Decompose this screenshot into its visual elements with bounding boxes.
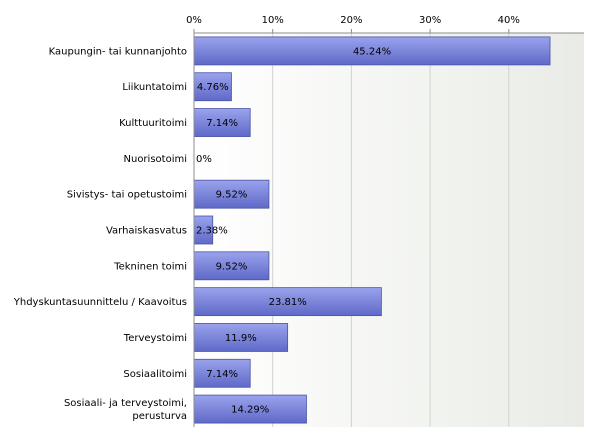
category-label: Tekninen toimi bbox=[113, 261, 187, 272]
value-label: 23.81% bbox=[269, 297, 307, 308]
value-label: 0% bbox=[196, 154, 212, 165]
category-label: Kulttuuritoimi bbox=[119, 118, 187, 129]
value-label: 2.38% bbox=[196, 226, 228, 237]
category-label: Varhaiskasvatus bbox=[106, 226, 187, 237]
bars bbox=[193, 36, 551, 424]
value-label: 9.52% bbox=[216, 190, 248, 201]
axes bbox=[193, 32, 584, 427]
bar bbox=[193, 287, 382, 317]
category-label: Yhdyskuntasuunnittelu / Kaavoitus bbox=[13, 297, 187, 308]
bar bbox=[193, 108, 251, 137]
category-label: Nuorisotoimi bbox=[124, 154, 188, 165]
value-label: 14.29% bbox=[231, 405, 269, 416]
tick-label: 40% bbox=[498, 15, 520, 26]
tick-label: 30% bbox=[419, 15, 441, 26]
category-label: Terveystoimi bbox=[123, 333, 187, 344]
value-label: 9.52% bbox=[216, 261, 248, 272]
category-labels: Kaupungin- tai kunnanjohto Liikuntatoimi K… bbox=[13, 46, 187, 422]
value-label: 7.14% bbox=[206, 118, 238, 129]
bar bbox=[193, 394, 307, 424]
value-label: 4.76% bbox=[197, 82, 229, 93]
bar bbox=[193, 36, 551, 66]
bar bbox=[193, 358, 251, 388]
x-axis-ticks: 0% 10% 20% 30% 40% bbox=[186, 15, 520, 33]
category-label: Sivistys- tai opetustoimi bbox=[67, 190, 187, 201]
value-label: 7.14% bbox=[206, 369, 238, 380]
bar bbox=[193, 179, 270, 209]
value-label: 45.24% bbox=[353, 46, 391, 57]
bar bbox=[193, 323, 289, 352]
tick-label: 20% bbox=[340, 15, 362, 26]
category-label: Kaupungin- tai kunnanjohto bbox=[49, 46, 187, 57]
category-label: Sosiaali- ja terveystoimi, perusturva bbox=[64, 398, 187, 422]
category-label: Liikuntatoimi bbox=[122, 82, 187, 93]
tick-label: 10% bbox=[262, 15, 284, 26]
plot-area bbox=[194, 33, 584, 427]
category-label: Sosiaalitoimi bbox=[123, 369, 187, 380]
gridlines bbox=[272, 33, 510, 427]
value-labels: 45.24% 4.76% 7.14% 0% 9.52% 2.38% 9.52% 23.81% 1… bbox=[196, 46, 391, 415]
bar bbox=[193, 251, 270, 281]
value-label: 11.9% bbox=[225, 333, 257, 344]
tick-label: 0% bbox=[186, 15, 202, 26]
